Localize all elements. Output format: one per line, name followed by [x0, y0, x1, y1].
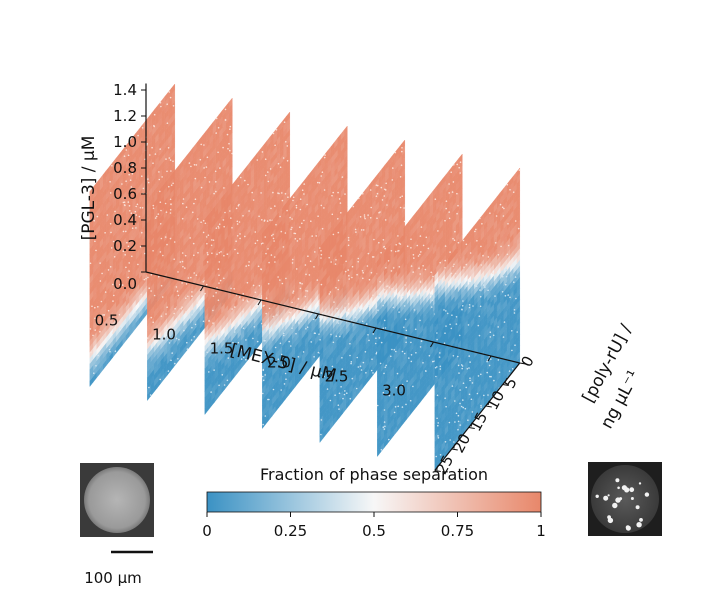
x-tick-mark	[372, 327, 377, 334]
y-tick-mark	[502, 384, 509, 386]
y-tick-mark	[434, 470, 441, 472]
x-tick-mark	[487, 355, 492, 362]
x-tick-mark	[200, 285, 204, 292]
colorbar	[206, 491, 542, 513]
colorbar-tick-label: 0.75	[441, 522, 474, 540]
x-tick-mark	[257, 299, 262, 306]
colorbar-title: Fraction of phase separation	[260, 465, 488, 484]
x-tick-label: 1.0	[152, 326, 176, 344]
z-tick-label: 0.6	[113, 185, 137, 203]
ticks: 0.0 0.2 0.4 0.6 0.8 1.0 1.2 1.4 0.5 1.0 1.5 2.0 2.5 3…	[95, 81, 538, 477]
slices	[89, 83, 521, 472]
colorbar-tick-label: 0.5	[362, 522, 386, 540]
z-tick-label: 1.2	[113, 107, 137, 125]
y-tick-mark	[519, 362, 526, 365]
z-tick-label: 0.0	[113, 275, 137, 293]
y-axis-line	[434, 362, 521, 471]
slice-2	[146, 97, 233, 402]
x-tick-mark	[315, 313, 319, 320]
z-axis-label: [PGL-3] / μM	[79, 136, 99, 241]
z-tick-label: 1.0	[113, 133, 137, 151]
x-tick-label: 2.5	[325, 368, 349, 386]
micrograph-left	[80, 463, 154, 537]
z-tick-label: 0.2	[113, 237, 137, 255]
y-tick-mark	[468, 427, 475, 429]
x-tick-label: 3.0	[382, 382, 406, 400]
x-tick-mark	[430, 341, 434, 348]
y-tick-mark	[485, 405, 492, 408]
z-tick-label: 0.8	[113, 159, 137, 177]
x-axis-line	[145, 271, 520, 364]
z-tick-label: 0.4	[113, 211, 137, 229]
y-tick-mark	[451, 448, 458, 451]
z-tick-label: 1.4	[113, 81, 137, 99]
x-tick-label: 2.0	[267, 354, 291, 372]
colorbar-tick-label: 0.25	[274, 522, 307, 540]
x-tick-label: 0.5	[95, 312, 119, 330]
colorbar-tick-label: 1	[536, 522, 546, 540]
colorbar-tick-label: 0	[202, 522, 212, 540]
micrograph-right	[588, 462, 662, 536]
colorbar-ticks: 0 0.25 0.5 0.75 1	[202, 512, 546, 540]
scale-bar-label: 100 μm	[84, 569, 142, 587]
slice-7	[434, 167, 521, 472]
axes	[145, 83, 521, 471]
y-tick-label: 5	[500, 374, 520, 391]
y-tick-label: 0	[517, 353, 537, 370]
x-tick-label: 1.5	[210, 340, 234, 358]
